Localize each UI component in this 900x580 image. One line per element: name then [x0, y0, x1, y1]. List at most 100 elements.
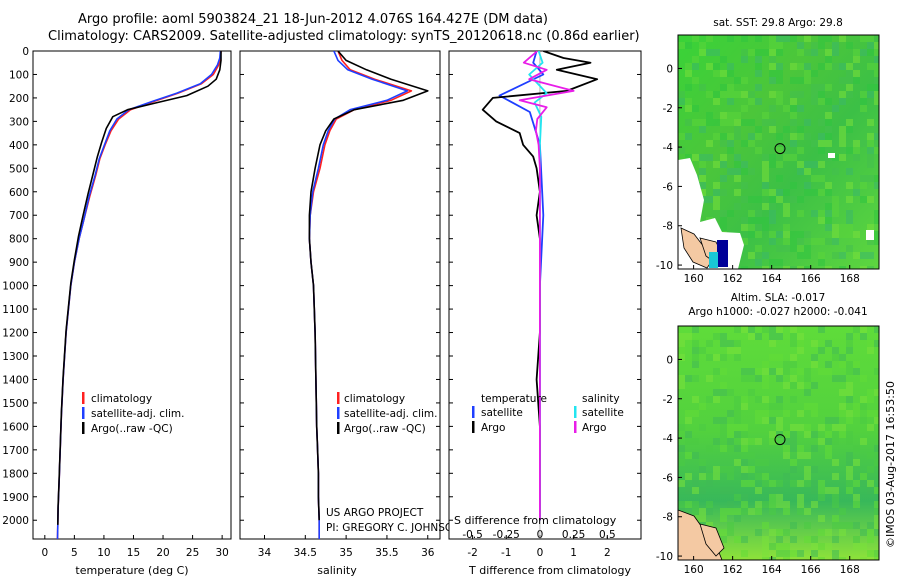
field-cell	[713, 161, 720, 168]
field-cell	[804, 424, 811, 431]
field-cell	[874, 56, 879, 63]
field-cell	[741, 56, 748, 63]
field-cell	[811, 340, 818, 347]
field-cell	[790, 340, 797, 347]
field-cell	[797, 480, 804, 487]
field-cell	[762, 224, 769, 231]
field-cell	[769, 480, 776, 487]
field-cell	[804, 189, 811, 196]
field-cell	[825, 119, 832, 126]
field-cell	[832, 515, 839, 522]
field-cell	[769, 161, 776, 168]
field-cell	[860, 266, 867, 269]
field-cell	[769, 438, 776, 445]
field-cell	[804, 182, 811, 189]
field-cell	[846, 210, 853, 217]
temperature-tick-label: 0	[41, 547, 48, 559]
field-cell	[860, 473, 867, 480]
field-cell	[874, 217, 879, 224]
field-cell	[839, 389, 846, 396]
field-cell	[874, 84, 879, 91]
field-cell	[706, 396, 713, 403]
field-cell	[790, 231, 797, 238]
field-cell	[734, 417, 741, 424]
field-cell	[706, 63, 713, 70]
field-cell	[685, 487, 692, 494]
field-cell	[853, 147, 860, 154]
field-cell	[734, 515, 741, 522]
field-cell	[685, 410, 692, 417]
field-cell	[776, 424, 783, 431]
field-cell	[678, 340, 685, 347]
field-cell	[692, 154, 699, 161]
field-cell	[776, 77, 783, 84]
field-cell	[839, 557, 846, 560]
field-cell	[776, 70, 783, 77]
field-cell	[741, 459, 748, 466]
field-cell	[769, 494, 776, 501]
field-cell	[811, 91, 818, 98]
field-cell	[846, 368, 853, 375]
field-cell	[839, 529, 846, 536]
field-cell	[783, 473, 790, 480]
field-cell	[769, 431, 776, 438]
field-cell	[755, 375, 762, 382]
field-cell	[846, 84, 853, 91]
field-cell	[860, 438, 867, 445]
field-cell	[832, 196, 839, 203]
field-cell	[818, 98, 825, 105]
field-cell	[797, 91, 804, 98]
field-cell	[860, 175, 867, 182]
field-cell	[685, 417, 692, 424]
field-cell	[825, 182, 832, 189]
field-cell	[790, 35, 797, 42]
field-cell	[846, 417, 853, 424]
field-cell	[692, 438, 699, 445]
field-cell	[706, 354, 713, 361]
field-cell	[790, 522, 797, 529]
field-cell	[853, 56, 860, 63]
field-cell	[741, 77, 748, 84]
field-cell	[769, 340, 776, 347]
field-cell	[797, 266, 804, 269]
field-cell	[699, 168, 706, 175]
depth-tick-label: 1600	[2, 421, 29, 433]
field-cell	[727, 133, 734, 140]
field-cell	[755, 196, 762, 203]
map-lat-tick-label: -10	[656, 260, 673, 272]
field-cell	[776, 543, 783, 550]
field-cell	[874, 515, 879, 522]
field-cell	[685, 105, 692, 112]
field-cell	[776, 375, 783, 382]
map-lat-tick-label: -4	[663, 433, 674, 445]
field-cell	[755, 70, 762, 77]
field-cell	[776, 326, 783, 333]
depth-tick-label: 400	[9, 140, 29, 152]
legend-label-s-satellite: satellite	[582, 407, 624, 419]
field-cell	[811, 189, 818, 196]
field-cell	[874, 550, 879, 557]
field-cell	[741, 266, 748, 269]
field-cell	[699, 175, 706, 182]
field-cell	[832, 224, 839, 231]
map-lon-tick-label: 168	[840, 564, 860, 576]
field-cell	[853, 361, 860, 368]
field-cell	[797, 340, 804, 347]
field-cell	[720, 529, 727, 536]
field-cell	[811, 210, 818, 217]
field-cell	[692, 105, 699, 112]
field-cell	[734, 431, 741, 438]
field-cell	[846, 119, 853, 126]
field-cell	[762, 473, 769, 480]
depth-tick-label: 1700	[2, 445, 29, 457]
field-cell	[720, 536, 727, 543]
field-cell	[832, 203, 839, 210]
field-cell	[755, 368, 762, 375]
temperature-x-axis: 0 5 10 15 20 25 30	[41, 535, 229, 559]
temperature-panel: 0100200300400500600700800900100011001200…	[2, 46, 232, 577]
field-cell	[867, 84, 874, 91]
field-cell	[804, 35, 811, 42]
field-cell	[755, 487, 762, 494]
field-cell	[678, 459, 685, 466]
field-cell	[713, 49, 720, 56]
